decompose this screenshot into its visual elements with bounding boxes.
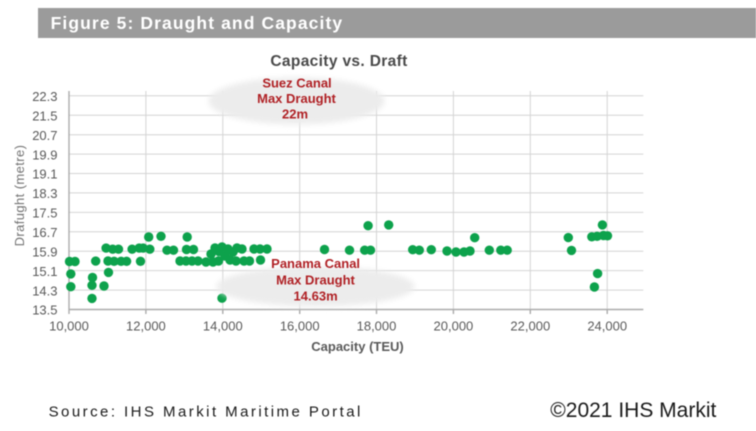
svg-text:24,000: 24,000 xyxy=(587,319,627,334)
svg-text:16,000: 16,000 xyxy=(280,319,320,334)
svg-text:Source: IHS Markit Maritime Po: Source: IHS Markit Maritime Portal xyxy=(49,403,363,420)
svg-text:19.1: 19.1 xyxy=(32,167,57,182)
svg-text:22m: 22m xyxy=(282,107,308,122)
svg-text:14.63m: 14.63m xyxy=(294,289,338,304)
svg-text:Drafught (metre): Drafught (metre) xyxy=(12,145,27,247)
svg-text:19.9: 19.9 xyxy=(32,147,57,162)
svg-text:15.1: 15.1 xyxy=(32,264,57,279)
svg-text:©2021 IHS Markit: ©2021 IHS Markit xyxy=(550,399,716,422)
svg-text:10,000: 10,000 xyxy=(49,319,89,334)
svg-text:17.5: 17.5 xyxy=(32,206,57,221)
svg-text:Capacity (TEU): Capacity (TEU) xyxy=(311,339,403,354)
svg-text:22,000: 22,000 xyxy=(510,319,550,334)
svg-text:14.3: 14.3 xyxy=(32,283,57,298)
svg-text:Panama Canal: Panama Canal xyxy=(271,256,360,271)
svg-text:21.5: 21.5 xyxy=(32,108,57,123)
svg-text:18,000: 18,000 xyxy=(357,319,397,334)
svg-text:Max Draught: Max Draught xyxy=(257,91,336,106)
svg-text:Suez Canal: Suez Canal xyxy=(262,76,331,91)
svg-text:13.5: 13.5 xyxy=(32,303,57,318)
svg-text:15.9: 15.9 xyxy=(32,244,57,259)
svg-text:Max Draught: Max Draught xyxy=(276,273,355,288)
svg-text:Capacity vs. Draft: Capacity vs. Draft xyxy=(270,53,407,70)
svg-text:20,000: 20,000 xyxy=(434,319,474,334)
svg-text:14,000: 14,000 xyxy=(203,319,243,334)
svg-text:20.7: 20.7 xyxy=(32,128,57,143)
svg-text:16.7: 16.7 xyxy=(32,225,57,240)
svg-text:18.3: 18.3 xyxy=(32,186,57,201)
svg-text:Figure 5: Draught and Capacity: Figure 5: Draught and Capacity xyxy=(51,13,344,33)
svg-text:22.3: 22.3 xyxy=(32,89,57,104)
svg-text:12,000: 12,000 xyxy=(126,319,166,334)
